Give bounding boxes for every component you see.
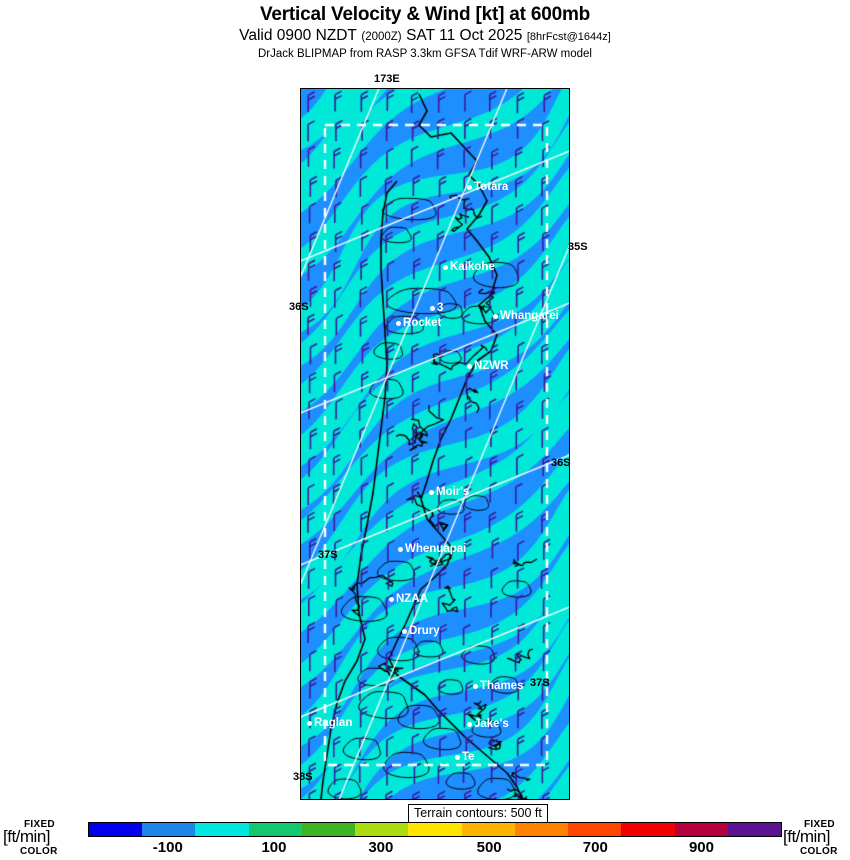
forecast-tag: [8hrFcst@1644z]	[526, 31, 611, 43]
place-label: Whenuapai	[405, 543, 467, 555]
colorbar-segment-0	[89, 823, 143, 836]
place-label: Whangarei	[500, 310, 559, 322]
graticule-label-37S: 37S	[318, 549, 338, 561]
place-marker-rocket[interactable]: Rocket	[396, 317, 442, 330]
colorbar-segment-10	[621, 823, 675, 836]
colorbar-segment-9	[568, 823, 622, 836]
place-marker-3[interactable]: 3	[430, 302, 444, 315]
graticule-label-35S: 35S	[568, 241, 588, 253]
place-dot-icon	[455, 755, 460, 760]
place-marker-drury[interactable]: Drury	[402, 625, 440, 638]
place-marker-jake-s[interactable]: Jake's	[467, 718, 509, 731]
colorbar-gradient[interactable]	[88, 822, 782, 837]
colorbar-segment-12	[727, 823, 782, 836]
place-dot-icon	[467, 185, 472, 190]
colorbar-segment-5	[355, 823, 409, 836]
place-marker-totara[interactable]: Totara	[467, 181, 509, 194]
colorbar-segment-6	[408, 823, 462, 836]
weather-map[interactable]	[300, 88, 570, 800]
colorbar-unit-label-right: FIXED [ft/min] COLOR	[780, 818, 850, 860]
place-dot-icon	[429, 490, 434, 495]
colorbar-tick-300: 300	[368, 839, 394, 856]
terrain-contour-legend: Terrain contours: 500 ft	[408, 804, 548, 823]
place-label: 3	[437, 302, 444, 314]
colorbar-tick-900: 900	[688, 839, 714, 856]
place-dot-icon	[396, 321, 401, 326]
place-label: NZAA	[396, 593, 428, 605]
unit-text-left: [ft/min]	[3, 827, 51, 846]
place-dot-icon	[389, 597, 394, 602]
place-dot-icon	[443, 265, 448, 270]
place-dot-icon	[398, 547, 403, 552]
graticule-label-36S: 36S	[551, 457, 571, 469]
place-dot-icon	[467, 364, 472, 369]
place-label: Jake's	[474, 718, 509, 730]
place-dot-icon	[493, 314, 498, 319]
place-marker-moir-s[interactable]: Moir's	[429, 486, 470, 499]
place-label: Raglan	[314, 717, 353, 729]
colorbar-segment-11	[674, 823, 728, 836]
valid-utc: (2000Z)	[361, 31, 402, 43]
model-info-line: DrJack BLIPMAP from RASP 3.3km GFSA Tdif…	[257, 48, 592, 60]
map-raster	[301, 89, 569, 799]
place-label: Kaikohe	[450, 261, 495, 273]
place-dot-icon	[402, 629, 407, 634]
page-title: Vertical Velocity & Wind [kt] at 600mb	[259, 4, 591, 25]
color-text-right: COLOR	[800, 846, 838, 857]
colorbar-region: FIXED [ft/min] COLOR -100 100 300 500 700 900…	[0, 818, 850, 860]
colorbar-tick-100: 100	[261, 839, 287, 856]
title-block: Vertical Velocity & Wind [kt] at 600mb V…	[0, 0, 850, 61]
place-dot-icon	[473, 684, 478, 689]
unit-text-right: [ft/min]	[783, 827, 831, 846]
place-dot-icon	[467, 722, 472, 727]
place-label: NZWR	[474, 360, 509, 372]
place-marker-te[interactable]: Te	[455, 751, 475, 764]
colorbar-tick-500: 500	[476, 839, 502, 856]
place-marker-kaikohe[interactable]: Kaikohe	[443, 261, 495, 274]
valid-time-line: Valid 0900 NZDT (2000Z) SAT 11 Oct 2025 …	[0, 27, 850, 46]
fixed-text-left: FIXED	[24, 819, 55, 830]
colorbar-segment-8	[514, 823, 569, 836]
place-label: Te	[462, 751, 475, 763]
colorbar-tick--100: -100	[152, 839, 183, 856]
place-marker-nzwr[interactable]: NZWR	[467, 360, 509, 373]
place-label: Thames	[480, 680, 524, 692]
colorbar-segment-4	[301, 823, 356, 836]
place-dot-icon	[307, 721, 312, 726]
graticule-label-36S: 36S	[289, 301, 309, 313]
colorbar-tick-700: 700	[582, 839, 608, 856]
place-label: Rocket	[403, 317, 442, 329]
place-label: Drury	[409, 625, 440, 637]
graticule-label-173E: 173E	[374, 73, 400, 85]
colorbar-segment-1	[142, 823, 196, 836]
colorbar-segment-3	[248, 823, 302, 836]
place-dot-icon	[430, 306, 435, 311]
valid-time: Valid 0900 NZDT	[239, 27, 357, 44]
place-marker-raglan[interactable]: Raglan	[307, 717, 353, 730]
place-marker-nzaa[interactable]: NZAA	[389, 593, 428, 606]
graticule-label-37S: 37S	[530, 677, 550, 689]
place-marker-whangarei[interactable]: Whangarei	[493, 310, 559, 323]
place-label: Totara	[474, 181, 509, 193]
fixed-text-right: FIXED	[804, 819, 835, 830]
place-label: Moir's	[436, 486, 470, 498]
place-marker-whenuapai[interactable]: Whenuapai	[398, 543, 467, 556]
colorbar-segment-2	[195, 823, 249, 836]
valid-date: SAT 11 Oct 2025	[406, 27, 523, 44]
color-text-left: COLOR	[20, 846, 58, 857]
colorbar-unit-label-left: FIXED [ft/min] COLOR	[0, 818, 84, 860]
colorbar-segment-7	[461, 823, 515, 836]
graticule-label-38S: 38S	[293, 771, 313, 783]
place-marker-thames[interactable]: Thames	[473, 680, 524, 693]
